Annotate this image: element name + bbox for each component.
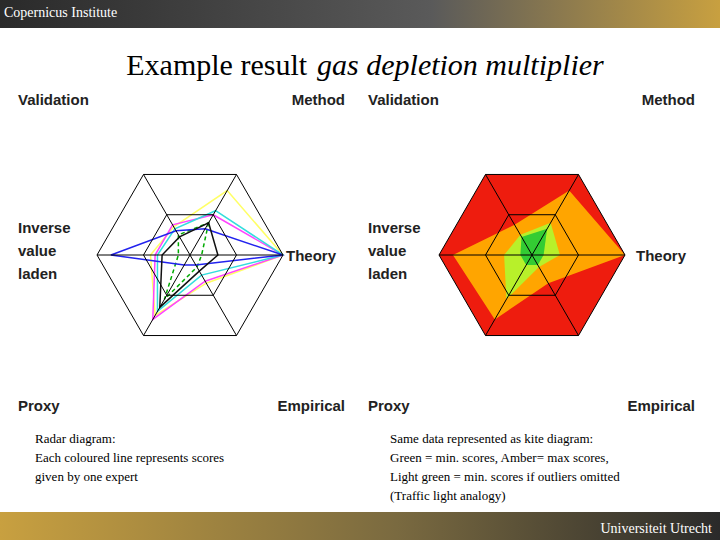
grid-ring xyxy=(439,174,625,335)
grid xyxy=(439,174,625,335)
axis-label: Empirical xyxy=(627,397,695,414)
grid-ring xyxy=(144,215,237,296)
footer-text: Universiteit Utrecht xyxy=(600,521,712,536)
grid xyxy=(97,174,283,335)
caption: (Traffic light analogy) xyxy=(390,488,506,503)
caption: Light green = min. scores if outliers om… xyxy=(390,469,620,484)
title-plain: Example result xyxy=(126,48,307,81)
title-italic: gas depletion multiplier xyxy=(317,48,604,81)
caption: given by one expert xyxy=(35,469,138,484)
axis-label: Validation xyxy=(368,91,439,108)
caption: Same data represented as kite diagram: xyxy=(390,431,593,446)
footer-bar xyxy=(0,512,720,540)
axis-label: Empirical xyxy=(277,397,345,414)
axis-label: Proxy xyxy=(368,397,410,414)
axis-label: Method xyxy=(292,91,345,108)
axis-label: Validation xyxy=(18,91,89,108)
axis-label: Theory xyxy=(286,247,337,264)
axis-label: Proxy xyxy=(18,397,60,414)
header-bar xyxy=(0,0,720,28)
grid-ring xyxy=(486,215,579,296)
header-text: Copernicus Institute xyxy=(4,5,117,20)
caption: Each coloured line represents scores xyxy=(35,450,224,465)
kite-chart: Method Theory Empirical Proxy Inversevaluela… xyxy=(368,91,695,503)
slide: Copernicus Institute Universiteit Utrecht… xyxy=(0,0,720,540)
kite-area xyxy=(504,223,560,300)
axis-label: Method xyxy=(642,91,695,108)
grid-ring xyxy=(97,174,283,335)
axis-label: Inversevalueladen xyxy=(368,219,421,282)
caption: Radar diagram: xyxy=(35,431,116,446)
expert-line xyxy=(157,211,283,312)
expert-line xyxy=(160,223,218,308)
slide-title: Example result gas depletion multiplier xyxy=(126,48,604,81)
radar-chart: Method Theory Empirical Proxy Inversevaluela… xyxy=(18,91,345,484)
kite-area xyxy=(520,229,547,265)
caption: Green = min. scores, Amber= max scores, xyxy=(390,450,609,465)
expert-line xyxy=(111,229,283,265)
kite-background xyxy=(439,174,625,335)
axis-label: Inversevalueladen xyxy=(18,219,71,282)
axis-label: Theory xyxy=(636,247,687,264)
